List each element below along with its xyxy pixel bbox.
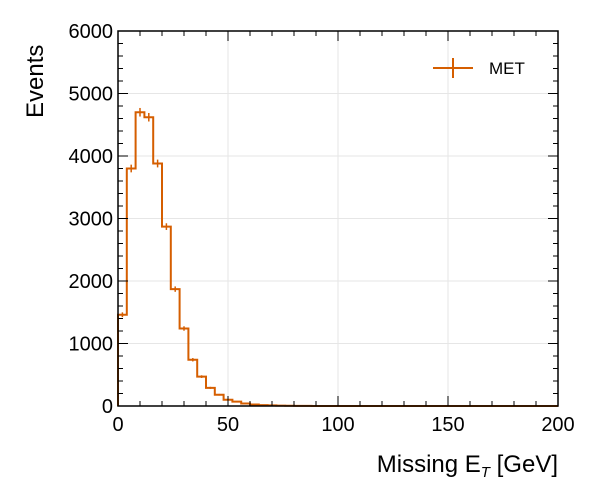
x-axis-label-unit: [GeV] <box>490 451 558 478</box>
axis-ticks <box>117 30 559 407</box>
x-tick-label: 0 <box>112 414 123 436</box>
x-axis-label: Missing ET [GeV] <box>377 451 558 481</box>
y-tick-label: 2000 <box>69 271 114 293</box>
grid-lines <box>118 31 558 406</box>
legend: MET <box>433 58 525 78</box>
y-tick-label: 5000 <box>69 84 114 106</box>
x-axis-label-subscript: T <box>481 464 492 481</box>
y-tick-label: 3000 <box>69 209 114 231</box>
x-tick-label: 150 <box>431 414 464 436</box>
legend-label-met: MET <box>489 59 525 78</box>
y-tick-label: 6000 <box>69 21 114 43</box>
y-axis-label: Events <box>22 45 49 118</box>
x-axis-label-main: Missing E <box>377 451 481 478</box>
y-tick-label: 1000 <box>69 334 114 356</box>
y-tick-label: 0 <box>102 396 113 418</box>
y-tick-label: 4000 <box>69 146 114 168</box>
x-tick-label: 200 <box>541 414 574 436</box>
x-tick-label: 50 <box>217 414 239 436</box>
x-tick-label: 100 <box>321 414 354 436</box>
